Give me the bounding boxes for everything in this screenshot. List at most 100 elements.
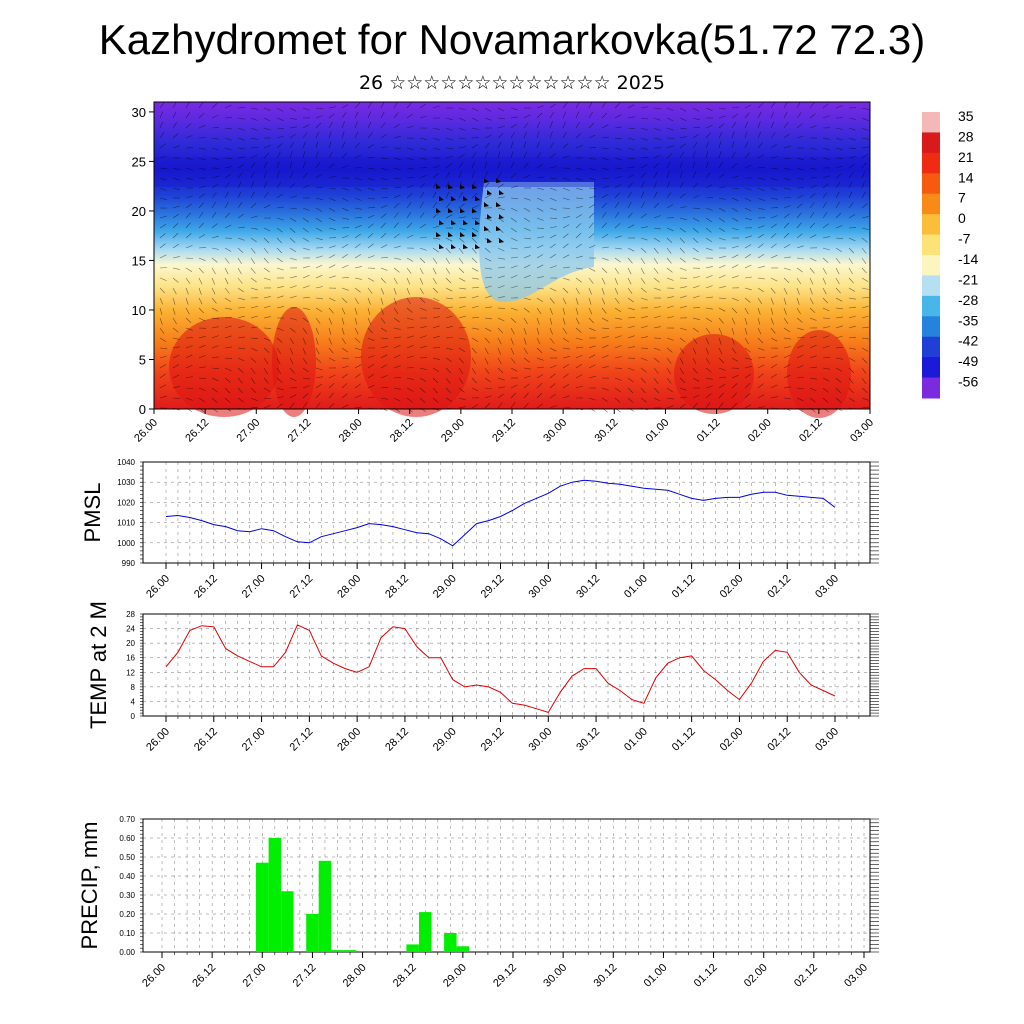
colorbar-label: -56 <box>958 374 978 390</box>
xtick-label: 03.00 <box>813 573 841 601</box>
xtick-label: 27.00 <box>240 962 268 990</box>
ytick-label: 0.10 <box>119 929 135 938</box>
xtick-label: 01.00 <box>622 726 650 754</box>
colorbar-swatch <box>922 193 940 215</box>
precip-bar <box>406 944 419 952</box>
precip-bar <box>268 838 282 952</box>
ytick-label: 24 <box>126 625 135 634</box>
colorbar-label: 7 <box>958 190 966 206</box>
xtick-label: 03.00 <box>842 962 870 990</box>
xtick-label: 30.12 <box>591 962 619 990</box>
ytick-label: 0.30 <box>119 891 135 900</box>
heatmap-ytick-label: 30 <box>132 105 146 120</box>
heatmap-ytick-label: 15 <box>132 253 146 268</box>
y-axis-label: PRECIP, mm <box>77 822 102 950</box>
precip-bar <box>306 914 319 952</box>
colorbar-swatch <box>922 112 940 133</box>
xtick-label: 26.00 <box>144 726 172 754</box>
ytick-label: 1010 <box>117 519 135 528</box>
xtick-label: 26.00 <box>144 573 172 601</box>
xtick-label: 27.12 <box>291 962 319 990</box>
heatmap-ytick-label: 20 <box>132 204 146 219</box>
warm-core <box>169 317 279 417</box>
heatmap-xtick-label: 30.00 <box>541 417 569 445</box>
xtick-label: 01.00 <box>622 573 650 601</box>
xtick-label: 02.00 <box>718 573 746 601</box>
xtick-label: 01.12 <box>692 962 720 990</box>
panel-precip: 0.00 0.10 0.20 0.30 0.40 0.50 0.60 0.70 26.00 26.… <box>77 815 879 990</box>
colorbar-swatch <box>922 234 940 256</box>
xtick-label: 29.12 <box>479 726 507 754</box>
xtick-label: 28.12 <box>383 726 411 754</box>
xtick-label: 28.00 <box>341 962 369 990</box>
colorbar-label: 0 <box>958 210 966 226</box>
chart-subtitle: 26 ☆☆☆☆☆☆☆☆☆☆☆☆☆ 2025 <box>358 72 666 94</box>
heatmap-ytick-label: 5 <box>139 352 146 367</box>
colorbar-label: -42 <box>958 333 978 349</box>
panel-frame <box>142 818 871 953</box>
ytick-label: 20 <box>126 639 135 648</box>
precip-bar <box>419 912 432 952</box>
xtick-label: 02.12 <box>765 726 793 754</box>
xtick-label: 27.00 <box>240 726 268 754</box>
heatmap-xtick-label: 30.12 <box>592 417 620 445</box>
colorbar-swatch <box>922 275 940 297</box>
heatmap-xtick-label: 03.00 <box>848 417 876 445</box>
colorbar-swatch <box>922 255 940 276</box>
heatmap-xtick-label: 26.12 <box>183 417 211 445</box>
panel-pmsl: 990 1000 1010 1020 1030 1040 26.00 26.12 27.00 27… <box>80 458 879 601</box>
xtick-label: 30.12 <box>574 573 602 601</box>
xtick-label: 28.00 <box>335 573 363 601</box>
warm-core <box>272 307 316 417</box>
heatmap-xtick-label: 28.12 <box>388 417 416 445</box>
ytick-label: 4 <box>131 697 136 706</box>
xtick-label: 01.00 <box>642 962 670 990</box>
colorbar-label: 14 <box>958 169 974 185</box>
colorbar-label: -21 <box>958 271 978 287</box>
heatmap-xtick-label: 01.00 <box>644 417 672 445</box>
ytick-label: 0.50 <box>119 853 135 862</box>
wind-flags <box>436 178 504 249</box>
ytick-label: 0.00 <box>119 948 135 957</box>
colorbar-swatch <box>922 295 940 317</box>
wind-barbs <box>159 101 870 413</box>
colorbar-swatch <box>922 336 940 358</box>
ytick-label: 8 <box>131 683 136 692</box>
cold-intrusion <box>479 182 594 302</box>
xtick-label: 26.00 <box>140 962 168 990</box>
xtick-label: 28.12 <box>391 962 419 990</box>
heatmap-xtick-label: 28.00 <box>337 417 365 445</box>
precip-bar <box>343 950 357 952</box>
xtick-label: 26.12 <box>190 962 218 990</box>
xtick-label: 26.12 <box>192 573 220 601</box>
xtick-label: 29.12 <box>491 962 519 990</box>
colorbar-swatch <box>922 377 940 399</box>
ytick-label: 12 <box>126 668 135 677</box>
colorbar-label: -28 <box>958 292 978 308</box>
ytick-label: 0.20 <box>119 910 135 919</box>
colorbar-label: 21 <box>958 149 974 165</box>
xtick-label: 02.00 <box>742 962 770 990</box>
xtick-label: 01.12 <box>670 573 698 601</box>
xtick-label: 30.00 <box>526 726 554 754</box>
xtick-label: 30.00 <box>541 962 569 990</box>
heatmap-xtick-label: 01.12 <box>695 417 723 445</box>
colorbar-swatch <box>922 152 940 174</box>
ytick-label: 990 <box>122 559 136 568</box>
xtick-label: 26.12 <box>192 726 220 754</box>
ytick-label: 0.60 <box>119 834 135 843</box>
colorbar-label: -14 <box>958 251 978 267</box>
xtick-label: 29.12 <box>479 573 507 601</box>
upper-cold-band <box>154 157 870 187</box>
colorbar-swatch <box>922 132 940 154</box>
xtick-label: 02.00 <box>718 726 746 754</box>
xtick-label: 27.00 <box>240 573 268 601</box>
heatmap-xtick-label: 27.12 <box>286 417 314 445</box>
colorbar-label: 35 <box>958 108 974 124</box>
xtick-label: 30.00 <box>526 573 554 601</box>
colorbar-swatch <box>922 316 940 338</box>
heatmap-xtick-label: 29.12 <box>490 417 518 445</box>
panel-frame <box>142 613 871 717</box>
precip-bar <box>456 946 470 952</box>
